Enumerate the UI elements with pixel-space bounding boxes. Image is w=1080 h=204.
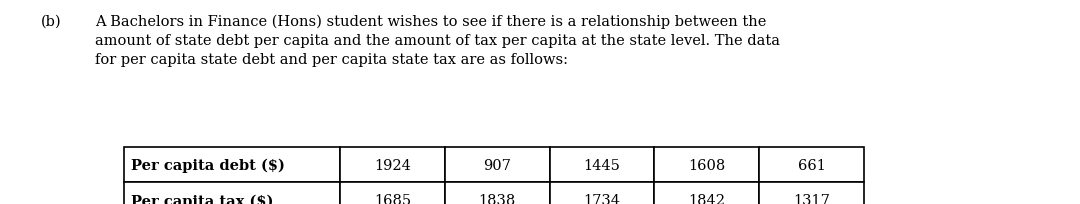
Bar xyxy=(445,183,550,204)
Text: A Bachelors in Finance (Hons) student wishes to see if there is a relationship b: A Bachelors in Finance (Hons) student wi… xyxy=(95,14,780,66)
Bar xyxy=(340,147,445,183)
Text: 1317: 1317 xyxy=(793,193,831,204)
Text: 1838: 1838 xyxy=(478,193,516,204)
Text: Per capita debt ($): Per capita debt ($) xyxy=(131,157,284,172)
Text: 907: 907 xyxy=(484,158,511,172)
Text: 1734: 1734 xyxy=(583,193,621,204)
Bar xyxy=(445,147,550,183)
Text: (b): (b) xyxy=(41,14,62,28)
Text: Per capita tax ($): Per capita tax ($) xyxy=(131,193,273,204)
Text: 1842: 1842 xyxy=(688,193,726,204)
Text: 1608: 1608 xyxy=(688,158,726,172)
Bar xyxy=(759,183,864,204)
Text: 661: 661 xyxy=(798,158,825,172)
Text: 1445: 1445 xyxy=(583,158,621,172)
Bar xyxy=(654,183,759,204)
Bar xyxy=(124,147,340,183)
Bar xyxy=(124,183,340,204)
Bar xyxy=(340,183,445,204)
Text: 1924: 1924 xyxy=(374,158,411,172)
Bar xyxy=(550,183,654,204)
Bar xyxy=(550,147,654,183)
Bar xyxy=(654,147,759,183)
Bar xyxy=(759,147,864,183)
Text: 1685: 1685 xyxy=(374,193,411,204)
